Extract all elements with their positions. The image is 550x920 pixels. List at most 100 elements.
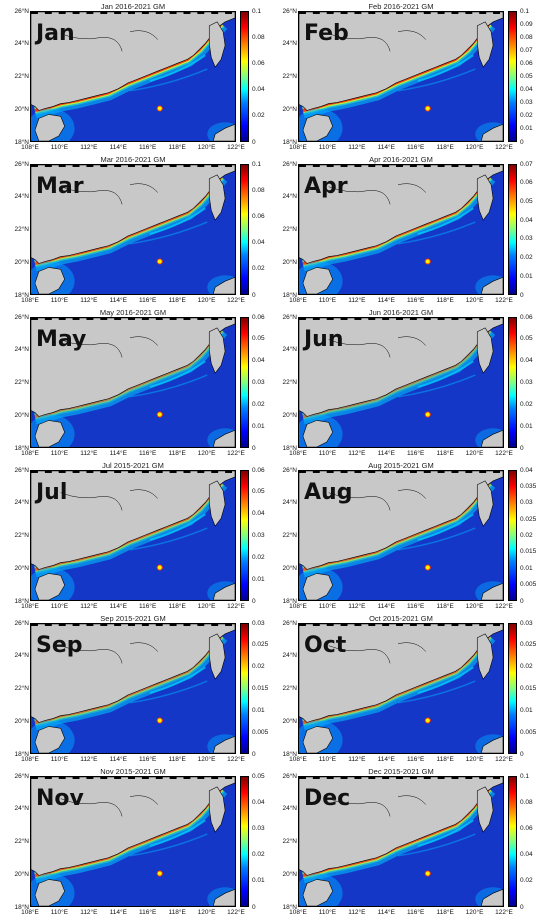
colorbar-tick-label: 0.06 bbox=[252, 212, 265, 220]
x-axis: 108°E 110°E 112°E 114°E 116°E 118°E 120°E 122°E bbox=[21, 907, 245, 918]
y-tick-label: 24°N bbox=[14, 652, 29, 660]
x-axis: 108°E 110°E 112°E 114°E 116°E 118°E 120°E 122°E bbox=[289, 142, 513, 153]
x-tick-label: 118°E bbox=[436, 909, 454, 916]
x-tick-label: 112°E bbox=[348, 450, 366, 457]
panel-title: Aug 2015-2021 GM bbox=[368, 461, 434, 470]
land-luzon bbox=[212, 429, 235, 447]
colorbar bbox=[240, 11, 249, 142]
colorbar-tick-label: 0.06 bbox=[252, 313, 265, 321]
colorbar bbox=[508, 776, 517, 907]
land-hainan bbox=[302, 573, 334, 600]
colorbar-tick-label: 0.04 bbox=[252, 798, 265, 806]
colorbar-tick-label: 0.05 bbox=[520, 335, 533, 343]
land-luzon bbox=[480, 429, 503, 447]
land-taiwan bbox=[476, 174, 494, 221]
map-plot: Dec bbox=[298, 776, 504, 907]
island-hotspot bbox=[156, 258, 163, 265]
map-plot: Nov bbox=[30, 776, 236, 907]
colorbar-tick-label: 0.1 bbox=[520, 7, 530, 15]
x-tick-label: 114°E bbox=[109, 144, 127, 151]
colorbar-tick-label: 0.02 bbox=[252, 265, 265, 273]
y-tick-label: 24°N bbox=[14, 40, 29, 48]
colorbar-tick-label: 0 bbox=[520, 750, 524, 758]
x-tick-label: 120°E bbox=[197, 144, 216, 151]
map-panel-nov: Nov 2015-2021 GM Nov 26°N 24°N 22°N 20°N 18°N 1… bbox=[0, 767, 270, 920]
x-tick-label: 112°E bbox=[80, 756, 98, 763]
x-tick-label: 116°E bbox=[139, 909, 157, 916]
x-axis: 108°E 110°E 112°E 114°E 116°E 118°E 120°E 122°E bbox=[21, 448, 245, 459]
x-tick-label: 116°E bbox=[139, 297, 157, 304]
y-tick-label: 24°N bbox=[282, 499, 297, 507]
x-tick-label: 122°E bbox=[495, 909, 513, 916]
colorbar bbox=[240, 317, 249, 448]
land-taiwan bbox=[208, 174, 226, 221]
colorbar-tick-label: 0.04 bbox=[252, 239, 265, 247]
colorbar-tick-label: 0.06 bbox=[520, 59, 533, 67]
x-tick-label: 118°E bbox=[168, 909, 186, 916]
colorbar-tick-label: 0.02 bbox=[520, 112, 533, 120]
map-plot: Jul bbox=[30, 470, 236, 601]
y-tick-label: 24°N bbox=[14, 346, 29, 354]
map-panel-feb: Feb 2016-2021 GM Feb 26°N 24°N 22°N 20°N 18°N 1… bbox=[268, 2, 538, 155]
map-plot: Jan bbox=[30, 11, 236, 142]
y-tick-label: 22°N bbox=[14, 838, 29, 845]
x-tick-label: 108°E bbox=[289, 144, 307, 151]
colorbar-tick-label: 0.06 bbox=[520, 179, 533, 187]
land-luzon bbox=[212, 735, 235, 753]
colorbar-tick-label: 0.02 bbox=[520, 532, 533, 539]
colorbar-tick-label: 0 bbox=[520, 291, 524, 299]
y-tick-label: 18°N bbox=[282, 597, 297, 605]
colorbar-tick-label: 0.01 bbox=[520, 422, 533, 430]
x-tick-label: 110°E bbox=[50, 756, 69, 763]
x-tick-label: 114°E bbox=[109, 756, 127, 763]
y-tick-label: 24°N bbox=[282, 805, 297, 813]
month-label: Nov bbox=[36, 786, 84, 811]
land-luzon bbox=[212, 582, 235, 600]
month-label: Jun bbox=[304, 327, 344, 352]
x-tick-label: 114°E bbox=[377, 450, 395, 457]
x-tick-label: 112°E bbox=[80, 603, 98, 610]
x-tick-label: 118°E bbox=[436, 450, 454, 457]
x-tick-label: 120°E bbox=[465, 603, 484, 610]
y-tick-label: 24°N bbox=[282, 40, 297, 48]
month-label: Oct bbox=[304, 633, 347, 658]
map-plot: Feb bbox=[298, 11, 504, 142]
x-axis: 108°E 110°E 112°E 114°E 116°E 118°E 120°E 122°E bbox=[289, 601, 513, 612]
colorbar-tick-label: 0.02 bbox=[520, 663, 533, 671]
x-tick-label: 114°E bbox=[109, 603, 127, 610]
colorbar-tick-label: 0 bbox=[520, 444, 524, 452]
y-tick-label: 22°N bbox=[282, 73, 297, 80]
x-tick-label: 116°E bbox=[407, 603, 425, 610]
panel-title: Oct 2015-2021 GM bbox=[369, 614, 433, 623]
panel-title: May 2016-2021 GM bbox=[99, 308, 167, 317]
colorbar-tick-label: 0.1 bbox=[252, 160, 262, 168]
land-hainan bbox=[34, 114, 66, 141]
y-tick-label: 26°N bbox=[282, 313, 297, 321]
colorbar-tick-label: 0.02 bbox=[252, 553, 265, 561]
x-tick-label: 116°E bbox=[407, 450, 425, 457]
x-tick-label: 116°E bbox=[407, 144, 425, 151]
colorbar-tick-label: 0.01 bbox=[520, 564, 533, 572]
colorbar-tick-label: 0.05 bbox=[520, 73, 533, 80]
colorbar-tick-label: 0.04 bbox=[520, 466, 533, 474]
month-label: Mar bbox=[36, 174, 84, 199]
land-luzon bbox=[212, 123, 235, 141]
x-tick-label: 112°E bbox=[80, 909, 98, 916]
colorbar-tick-label: 0.07 bbox=[520, 160, 533, 168]
y-tick-label: 20°N bbox=[282, 411, 297, 419]
x-tick-label: 120°E bbox=[197, 909, 216, 916]
land-luzon bbox=[480, 888, 503, 906]
colorbar-tick-label: 0.025 bbox=[252, 641, 269, 649]
x-tick-label: 112°E bbox=[80, 144, 98, 151]
x-tick-label: 112°E bbox=[348, 603, 366, 610]
x-tick-label: 122°E bbox=[495, 144, 513, 151]
y-tick-label: 22°N bbox=[14, 532, 29, 539]
colorbar-tick-label: 0.06 bbox=[520, 313, 533, 321]
x-tick-label: 118°E bbox=[436, 756, 454, 763]
x-tick-label: 118°E bbox=[168, 450, 186, 457]
land-taiwan bbox=[476, 480, 494, 527]
colorbar-tick-label: 0.005 bbox=[252, 728, 269, 736]
y-tick-label: 22°N bbox=[282, 532, 297, 539]
colorbar-tick-label: 0.03 bbox=[520, 619, 533, 627]
colorbar-tick-label: 0.03 bbox=[520, 379, 533, 386]
